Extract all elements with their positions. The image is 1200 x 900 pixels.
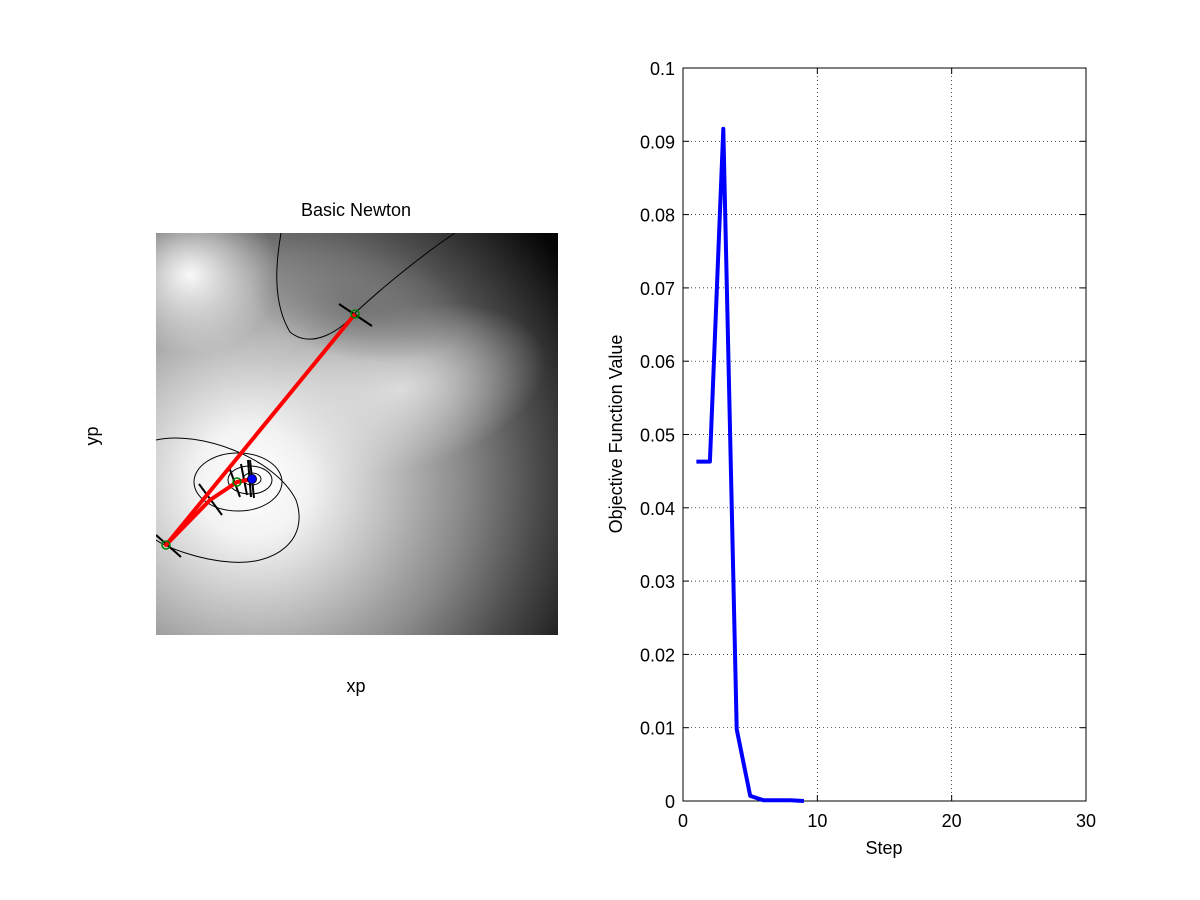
objective-line-chart: 0 10 20 30 0 0.01 0.02 0.03 0.04 0.05 0.06 0.07 0.0… (606, 59, 1096, 858)
x-ticks: 0 10 20 30 (678, 68, 1096, 831)
contour-title: Basic Newton (301, 200, 411, 220)
x-tick-label: 30 (1076, 811, 1096, 831)
contour-x-axis-label: xp (346, 676, 365, 696)
x-tick-label: 20 (942, 811, 962, 831)
y-tick-label: 0.01 (640, 719, 675, 739)
contour-line (156, 437, 300, 563)
contour-y-axis-label: yp (82, 426, 102, 445)
contour-line (276, 233, 456, 340)
contour-surface (156, 233, 558, 635)
plot-area (683, 68, 1086, 801)
x-tick-label: 10 (807, 811, 827, 831)
y-tick-label: 0.06 (640, 352, 675, 372)
series-line (696, 126, 805, 803)
y-tick-label: 0.03 (640, 572, 675, 592)
y-tick-label: 0.08 (640, 206, 675, 226)
y-tick-label: 0.07 (640, 279, 675, 299)
contour-line (193, 452, 283, 512)
y-tick-label: 0.1 (650, 59, 675, 79)
y-tick-label: 0.05 (640, 426, 675, 446)
y-tick-label: 0 (665, 792, 675, 812)
newton-path (164, 312, 357, 547)
iterate-markers (161, 309, 360, 550)
contour-axes: Basic Newton xp yp (82, 200, 558, 696)
y-tick-label: 0.04 (640, 499, 675, 519)
y-tick-label: 0.02 (640, 645, 675, 665)
y-tick-label: 0.09 (640, 132, 675, 152)
y-axis-label: Objective Function Value (606, 335, 626, 534)
y-ticks: 0 0.01 0.02 0.03 0.04 0.05 0.06 0.07 0.08 0.09 0.1 (640, 59, 1086, 812)
x-axis-label: Step (865, 838, 902, 858)
minimum-marker (247, 474, 257, 484)
x-tick-label: 0 (678, 811, 688, 831)
